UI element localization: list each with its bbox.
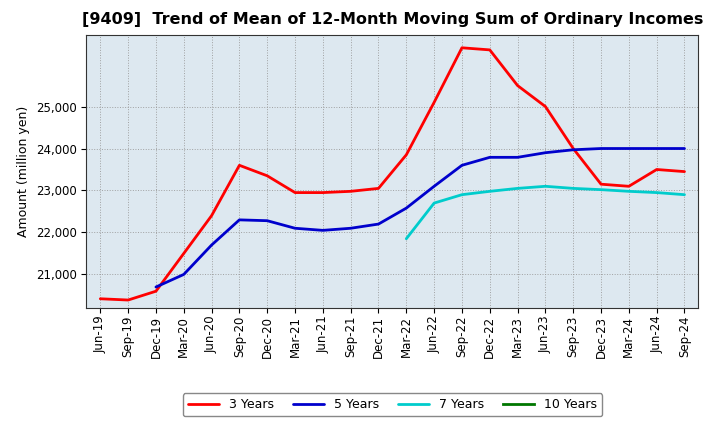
3 Years: [652, 167, 661, 172]
3 Years: [458, 45, 467, 51]
3 Years: [124, 297, 132, 303]
3 Years: [346, 189, 355, 194]
5 Years: [485, 155, 494, 160]
3 Years: [430, 100, 438, 105]
3 Years: [152, 289, 161, 294]
5 Years: [235, 217, 243, 223]
3 Years: [402, 152, 410, 158]
7 Years: [485, 189, 494, 194]
7 Years: [402, 236, 410, 242]
3 Years: [541, 104, 550, 109]
7 Years: [430, 201, 438, 206]
5 Years: [569, 147, 577, 152]
Line: 7 Years: 7 Years: [406, 186, 685, 239]
3 Years: [374, 186, 383, 191]
5 Years: [263, 218, 271, 224]
7 Years: [569, 186, 577, 191]
5 Years: [179, 272, 188, 277]
5 Years: [624, 146, 633, 151]
5 Years: [652, 146, 661, 151]
7 Years: [652, 190, 661, 195]
7 Years: [458, 192, 467, 197]
3 Years: [318, 190, 327, 195]
5 Years: [513, 155, 522, 160]
5 Years: [207, 242, 216, 248]
3 Years: [513, 83, 522, 88]
5 Years: [374, 221, 383, 227]
3 Years: [207, 213, 216, 218]
3 Years: [569, 146, 577, 151]
3 Years: [680, 169, 689, 174]
3 Years: [96, 296, 104, 301]
Line: 3 Years: 3 Years: [100, 48, 685, 300]
7 Years: [624, 189, 633, 194]
Legend: 3 Years, 5 Years, 7 Years, 10 Years: 3 Years, 5 Years, 7 Years, 10 Years: [183, 393, 602, 416]
3 Years: [235, 163, 243, 168]
5 Years: [291, 226, 300, 231]
Line: 5 Years: 5 Years: [156, 149, 685, 287]
7 Years: [680, 192, 689, 197]
3 Years: [624, 183, 633, 189]
5 Years: [346, 226, 355, 231]
7 Years: [597, 187, 606, 192]
3 Years: [291, 190, 300, 195]
5 Years: [402, 205, 410, 211]
5 Years: [680, 146, 689, 151]
5 Years: [597, 146, 606, 151]
Y-axis label: Amount (million yen): Amount (million yen): [17, 106, 30, 237]
5 Years: [318, 228, 327, 233]
7 Years: [513, 186, 522, 191]
5 Years: [152, 284, 161, 290]
7 Years: [541, 183, 550, 189]
Title: [9409]  Trend of Mean of 12-Month Moving Sum of Ordinary Incomes: [9409] Trend of Mean of 12-Month Moving …: [81, 12, 703, 27]
3 Years: [597, 182, 606, 187]
5 Years: [458, 163, 467, 168]
5 Years: [430, 183, 438, 189]
3 Years: [179, 251, 188, 256]
3 Years: [263, 173, 271, 179]
3 Years: [485, 47, 494, 52]
5 Years: [541, 150, 550, 155]
